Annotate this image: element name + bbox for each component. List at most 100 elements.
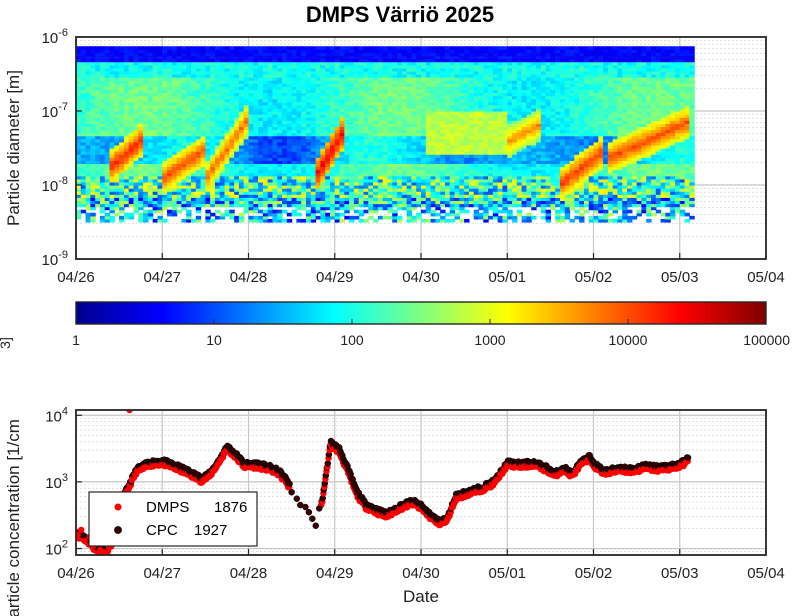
heatmap-cell bbox=[80, 178, 87, 183]
heatmap-cell bbox=[152, 83, 159, 87]
heatmap-cell bbox=[258, 70, 264, 75]
heatmap-cell bbox=[301, 197, 307, 202]
heatmap-cell bbox=[444, 120, 451, 124]
heatmap-cell bbox=[162, 120, 168, 124]
heatmap-cell bbox=[459, 148, 465, 152]
heatmap-cell bbox=[406, 101, 413, 106]
heatmap-cell bbox=[301, 172, 307, 177]
heatmap-cell bbox=[353, 92, 360, 97]
heatmap-cell bbox=[411, 200, 417, 205]
heatmap-cell bbox=[291, 200, 298, 205]
heatmap-cell bbox=[99, 215, 106, 220]
heatmap-cell bbox=[320, 172, 326, 177]
heatmap-cell bbox=[440, 218, 446, 223]
heatmap-cell bbox=[387, 141, 393, 146]
heatmap-cell bbox=[253, 123, 259, 128]
heatmap-cell bbox=[99, 175, 106, 180]
heatmap-cell bbox=[440, 154, 446, 158]
heatmap-cell bbox=[224, 160, 230, 165]
heatmap-cell bbox=[104, 160, 111, 165]
heatmap-cell bbox=[459, 74, 465, 78]
heatmap-cell bbox=[291, 80, 298, 84]
heatmap-cell bbox=[138, 185, 144, 189]
heatmap-cell bbox=[104, 89, 111, 94]
heatmap-cell bbox=[306, 114, 312, 118]
heatmap-cell bbox=[119, 123, 125, 128]
heatmap-cell bbox=[488, 178, 494, 183]
heatmap-cell bbox=[315, 126, 321, 131]
heatmap-cell bbox=[157, 92, 163, 97]
heatmap-cell bbox=[123, 144, 130, 149]
heatmap-cell bbox=[459, 67, 465, 72]
heatmap-cell bbox=[85, 154, 91, 158]
heatmap-cell bbox=[464, 126, 470, 131]
heatmap-cell bbox=[262, 141, 269, 146]
heatmap-cell bbox=[152, 138, 159, 143]
heatmap-cell bbox=[492, 160, 499, 165]
heatmap-cell bbox=[435, 157, 441, 161]
heatmap-cell bbox=[123, 70, 130, 75]
heatmap-cell bbox=[440, 104, 446, 109]
heatmap-cell bbox=[95, 52, 101, 57]
heatmap-cell bbox=[397, 83, 403, 87]
heatmap-cell bbox=[363, 101, 369, 106]
heatmap-cell bbox=[99, 178, 106, 183]
heatmap-cell bbox=[320, 61, 326, 66]
heatmap-cell bbox=[128, 52, 135, 57]
heatmap-cell bbox=[425, 61, 432, 66]
heatmap-cell bbox=[473, 185, 480, 189]
heatmap-cell bbox=[104, 104, 111, 109]
heatmap-cell bbox=[368, 101, 374, 106]
heatmap-cell bbox=[243, 148, 250, 152]
heatmap-cell bbox=[344, 49, 350, 54]
heatmap-cell bbox=[90, 163, 96, 168]
heatmap-cell bbox=[234, 218, 240, 223]
heatmap-cell bbox=[377, 154, 384, 158]
heatmap-cell bbox=[488, 194, 494, 198]
heatmap-cell bbox=[162, 58, 168, 63]
heatmap-cell bbox=[128, 185, 135, 189]
heatmap-cell bbox=[363, 89, 369, 94]
heatmap-cell bbox=[248, 148, 254, 152]
heatmap-cell bbox=[80, 197, 87, 202]
heatmap-cell bbox=[320, 135, 326, 140]
heatmap-cell bbox=[195, 197, 202, 202]
heatmap-cell bbox=[401, 74, 408, 78]
heatmap-cell bbox=[397, 49, 403, 54]
heatmap-cell bbox=[143, 166, 149, 171]
heatmap-cell bbox=[181, 129, 187, 134]
heatmap-cell bbox=[123, 101, 130, 106]
heatmap-cell bbox=[301, 61, 307, 66]
heatmap-cell bbox=[99, 169, 106, 174]
heatmap-cell bbox=[123, 77, 130, 81]
heatmap-cell bbox=[449, 58, 456, 63]
heatmap-cell bbox=[229, 175, 235, 180]
heatmap-cell bbox=[349, 215, 355, 220]
heatmap-cell bbox=[128, 114, 135, 118]
heatmap-cell bbox=[138, 135, 144, 140]
heatmap-cell bbox=[497, 101, 504, 106]
heatmap-cell bbox=[76, 58, 82, 63]
heatmap-cell bbox=[387, 135, 393, 140]
heatmap-cell bbox=[162, 194, 168, 198]
heatmap-cell bbox=[123, 212, 130, 217]
heatmap-cell bbox=[277, 138, 283, 143]
heatmap-cell bbox=[214, 172, 221, 177]
heatmap-cell bbox=[377, 83, 384, 87]
heatmap-cell bbox=[296, 129, 302, 134]
heatmap-cell bbox=[181, 148, 187, 152]
heatmap-cell bbox=[306, 98, 312, 103]
heatmap-cell bbox=[205, 209, 211, 214]
heatmap-cell bbox=[152, 77, 159, 81]
heatmap-cell bbox=[334, 194, 341, 198]
heatmap-cell bbox=[358, 212, 365, 217]
heatmap-cell bbox=[95, 151, 101, 155]
heatmap-cell bbox=[363, 95, 369, 100]
heatmap-cell bbox=[397, 52, 403, 57]
heatmap-cell bbox=[157, 157, 163, 161]
heatmap-cell bbox=[320, 67, 326, 72]
heatmap-cell bbox=[349, 141, 355, 146]
heatmap-cell bbox=[186, 166, 192, 171]
heatmap-cell bbox=[219, 67, 226, 72]
heatmap-cell bbox=[104, 86, 111, 91]
